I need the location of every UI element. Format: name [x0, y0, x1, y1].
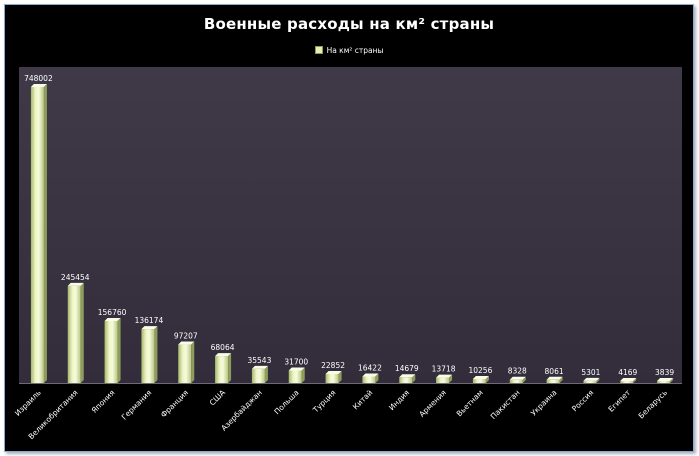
bar-top — [620, 378, 637, 381]
data-label: 8061 — [545, 367, 564, 376]
bar-side — [338, 370, 342, 383]
bar-top — [104, 317, 121, 321]
data-label: 22852 — [321, 361, 345, 370]
bar-top — [436, 374, 453, 378]
bar — [325, 373, 339, 383]
bar-side — [596, 377, 600, 383]
bar-top — [399, 374, 416, 378]
bar-top — [30, 84, 47, 87]
bar-side — [633, 378, 637, 383]
bar-side — [264, 365, 268, 383]
bar-chart: 748002 245454 156760 136174 97207 68064 35543 3… — [13, 67, 682, 441]
bar — [546, 379, 560, 383]
bar-top — [472, 375, 489, 379]
category-label: Индия — [387, 388, 411, 412]
category-label: Вьетнам — [455, 388, 485, 418]
chart-area: Военные расходы на км² страны На км² стр… — [4, 4, 694, 452]
bar — [362, 376, 376, 383]
bar — [583, 380, 597, 383]
category-label: Египет — [606, 388, 632, 414]
bar-side — [412, 374, 416, 383]
bar — [620, 381, 634, 383]
plot-area — [19, 67, 682, 383]
category-label: Германия — [120, 388, 154, 422]
data-label: 5301 — [581, 368, 600, 377]
data-label: 10256 — [468, 366, 492, 375]
category-label: Беларусь — [637, 388, 669, 420]
bar-top — [67, 282, 84, 286]
bar-top — [288, 367, 305, 371]
data-label: 245454 — [61, 273, 90, 282]
bar-side — [449, 374, 453, 383]
category-label: Япония — [90, 388, 117, 415]
bar-side — [191, 341, 195, 383]
bar — [215, 356, 229, 383]
data-label: 136174 — [135, 316, 164, 325]
chart-title: Военные расходы на км² страны — [203, 15, 495, 33]
data-label: 8328 — [508, 367, 527, 376]
bar-side — [80, 282, 84, 383]
bar-side — [375, 373, 379, 383]
bar-top — [251, 365, 268, 369]
bar-top — [215, 353, 232, 357]
category-label: Пакистан — [489, 388, 522, 421]
bar-top — [325, 370, 342, 374]
bar-top — [583, 377, 600, 381]
data-label: 68064 — [211, 343, 235, 352]
data-label: 35543 — [247, 356, 271, 365]
data-label: 3839 — [655, 368, 674, 377]
bar-side — [117, 317, 121, 383]
bar-side — [485, 375, 489, 383]
bar — [30, 87, 44, 383]
category-label: Польша — [272, 388, 300, 416]
bar-top — [141, 326, 158, 330]
bar-top — [509, 376, 526, 380]
bar-top — [546, 376, 563, 380]
bar — [509, 379, 523, 383]
category-label: Турция — [310, 388, 337, 415]
bar-side — [228, 353, 232, 383]
bar — [288, 370, 302, 383]
bars-group — [19, 84, 682, 384]
bar-side — [154, 326, 158, 383]
bar — [657, 381, 671, 383]
bar-side — [522, 376, 526, 383]
legend-label: На км² страны — [326, 46, 384, 55]
bar — [104, 320, 118, 383]
data-label: 97207 — [174, 332, 198, 341]
category-label: США — [208, 387, 228, 407]
bar — [251, 368, 265, 383]
bar — [399, 377, 413, 383]
data-label: 156760 — [98, 308, 127, 317]
bar-top — [362, 373, 379, 377]
category-label: Китай — [351, 388, 374, 411]
data-label: 13718 — [432, 365, 456, 374]
bar — [436, 377, 450, 383]
data-label: 4169 — [618, 368, 637, 377]
data-labels-group: 748002 245454 156760 136174 97207 68064 35543 3… — [24, 74, 674, 377]
category-label: Франция — [159, 388, 190, 419]
data-label: 31700 — [284, 357, 308, 366]
category-label: Украина — [529, 388, 559, 418]
bar-top — [657, 378, 674, 381]
bar-side — [43, 84, 47, 383]
bar-side — [301, 367, 305, 383]
bar-top — [178, 341, 195, 345]
chart-legend: На км² страны — [5, 46, 693, 55]
bar — [141, 329, 155, 383]
data-label: 748002 — [24, 74, 53, 83]
category-label: Россия — [570, 388, 595, 413]
data-label: 14679 — [395, 364, 419, 373]
category-label: Израиль — [13, 388, 43, 418]
data-label: 16422 — [358, 364, 382, 373]
legend-swatch — [314, 46, 323, 54]
category-label: Армения — [417, 388, 448, 419]
bar-side — [559, 376, 563, 383]
bar — [67, 285, 81, 383]
bar-side — [670, 378, 674, 383]
bar — [472, 378, 486, 383]
bar — [178, 344, 192, 383]
